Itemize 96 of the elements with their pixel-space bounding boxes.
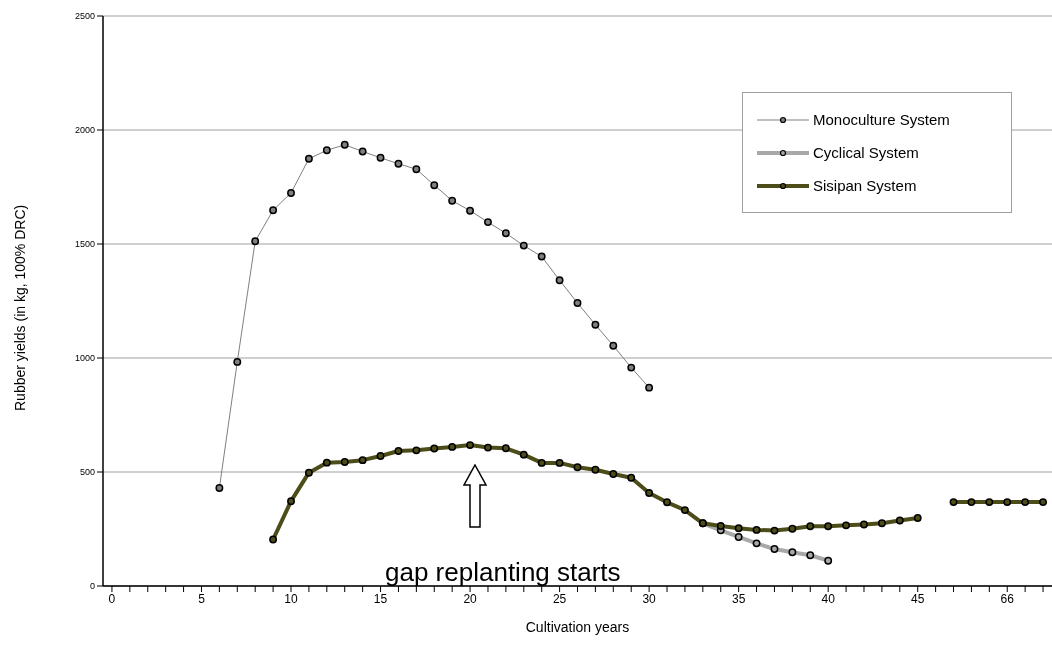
point [519,450,528,459]
x-tick-label: 0 [108,591,116,606]
point [591,465,600,474]
point [304,154,313,163]
point [304,468,313,477]
y-tick-label: 2000 [74,125,95,136]
point [322,146,331,155]
x-tick-label: 66 [1000,591,1015,606]
point [412,446,421,455]
point [215,484,224,492]
y-tick-label: 500 [79,467,95,478]
point [716,522,725,530]
point [466,206,475,215]
point [913,514,922,523]
point [573,463,582,472]
point [287,188,295,197]
point [824,522,833,531]
point [985,498,994,507]
point [752,525,761,534]
point [1039,498,1047,507]
x-tick-label: 10 [284,591,298,606]
point [484,443,492,452]
point [537,458,546,467]
point [430,444,439,453]
point [663,498,671,507]
point [555,458,564,467]
x-tick-label: 35 [731,591,746,606]
point [591,320,600,329]
point [519,241,528,250]
point [967,498,976,507]
point [734,524,743,533]
point [680,506,689,515]
point [376,452,385,460]
point [233,357,242,366]
point [573,299,582,307]
point [1003,498,1012,507]
point [770,545,779,554]
legend-label: Monoculture System [813,111,950,128]
x-axis-title: Cultivation years [525,619,630,635]
point [501,444,510,453]
x-tick-label: 15 [373,591,388,606]
point [448,196,457,205]
y-tick-label: 1500 [74,239,95,250]
point [734,533,743,541]
point [448,442,457,451]
annotation: gap replanting starts [385,557,621,588]
point [645,383,654,392]
point [1021,498,1030,507]
point [501,229,510,238]
point [376,153,385,162]
point [609,341,618,350]
point [358,147,367,156]
point [824,556,833,565]
point [340,140,349,149]
point [788,548,797,557]
point [394,159,403,168]
point [627,363,636,372]
y-tick-label: 0 [89,581,95,592]
point [340,458,349,466]
point [412,165,421,174]
point [322,458,331,467]
y-tick-label: 2500 [74,11,95,22]
x-tick-label: 25 [552,591,567,606]
point [609,470,618,478]
point [627,473,636,482]
legend-label: Sisipan System [813,177,917,194]
x-tick-label: 5 [198,591,206,606]
point [251,237,260,246]
point [358,456,367,465]
point [645,489,654,497]
point [806,551,815,560]
x-tick-label: 30 [642,591,657,606]
x-tick-label: 45 [911,591,925,606]
x-tick-label: 40 [821,591,836,606]
legend-label: Cyclical System [813,144,919,161]
y-tick-label: 1000 [74,353,95,364]
point [537,252,546,261]
point [788,524,797,533]
point [287,497,295,506]
point [752,539,761,548]
point [949,498,958,507]
point [269,206,278,215]
point [466,441,475,450]
point [484,218,492,227]
point [269,535,278,544]
point [842,521,851,530]
point [877,519,886,528]
point [895,516,904,525]
x-tick-label: 20 [463,591,478,606]
point [430,181,439,190]
point [555,276,564,285]
point [394,447,403,455]
point [806,522,815,531]
point [860,520,868,529]
y-axis-title: Rubber yields (in kg, 100% DRC) [11,204,28,411]
point [770,526,779,535]
